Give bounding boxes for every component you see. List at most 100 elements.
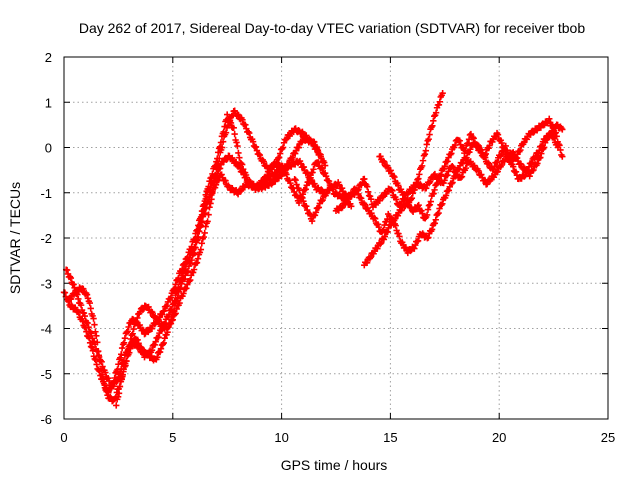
data-point <box>409 190 416 197</box>
data-point <box>319 165 326 173</box>
data-point <box>498 161 505 169</box>
data-point <box>354 187 361 194</box>
data-point <box>118 344 126 352</box>
data-point <box>157 345 165 352</box>
data-point <box>105 377 113 385</box>
data-point <box>393 227 400 234</box>
data-point <box>155 333 162 341</box>
data-point <box>435 209 442 217</box>
data-point <box>341 190 349 197</box>
data-point <box>377 153 384 160</box>
data-point <box>449 162 456 170</box>
data-point <box>481 152 489 159</box>
data-point <box>232 159 240 166</box>
data-point <box>523 136 531 143</box>
data-point <box>446 183 453 191</box>
data-point <box>67 295 75 303</box>
data-point <box>171 302 179 309</box>
data-point <box>418 162 426 170</box>
data-point <box>190 266 198 273</box>
data-point <box>338 184 346 192</box>
data-point <box>266 175 274 183</box>
data-point <box>432 216 439 223</box>
data-point <box>88 330 95 337</box>
data-point <box>198 218 206 226</box>
data-point <box>411 245 418 252</box>
data-point <box>94 347 102 355</box>
data-point <box>423 141 430 148</box>
data-point <box>431 220 439 227</box>
y-axis-label: SDTVAR / TECUs <box>7 182 23 294</box>
data-point <box>412 184 419 191</box>
data-point <box>470 135 477 142</box>
data-point <box>123 328 130 336</box>
data-point <box>194 255 202 262</box>
data-point <box>91 321 98 328</box>
data-point <box>528 159 536 166</box>
data-point <box>168 315 175 323</box>
data-point <box>202 223 209 230</box>
data-point <box>509 163 517 170</box>
series-sat-b <box>62 152 329 390</box>
data-point <box>148 325 156 332</box>
data-point <box>92 328 99 335</box>
data-point <box>126 349 133 356</box>
data-point <box>485 160 493 168</box>
data-point <box>295 199 303 207</box>
data-point <box>222 129 230 136</box>
data-point <box>434 180 441 187</box>
data-point <box>457 174 465 181</box>
data-point <box>348 203 355 210</box>
data-point <box>422 147 430 154</box>
y-tick-label: -2 <box>40 231 52 246</box>
data-point <box>198 240 206 247</box>
data-point <box>97 365 105 373</box>
data-point <box>80 309 88 317</box>
data-point <box>556 142 563 149</box>
data-point <box>192 244 199 251</box>
data-point <box>484 159 492 166</box>
data-point <box>297 160 305 167</box>
grid-lines <box>64 57 608 419</box>
data-point <box>396 233 403 240</box>
data-point <box>381 233 389 240</box>
data-point <box>219 138 227 145</box>
data-point <box>407 247 414 255</box>
data-point <box>513 154 520 162</box>
data-point <box>138 344 145 351</box>
data-point <box>348 191 356 198</box>
data-point <box>70 281 77 288</box>
data-point <box>361 201 369 208</box>
data-point <box>275 154 283 161</box>
data-point <box>441 162 448 170</box>
data-point <box>536 147 543 154</box>
data-point <box>391 173 398 181</box>
data-point <box>428 226 436 233</box>
data-point <box>376 240 384 248</box>
data-point <box>517 160 525 168</box>
data-point <box>425 135 432 143</box>
data-point <box>80 285 87 293</box>
data-point <box>180 290 187 297</box>
data-point <box>148 346 156 354</box>
data-point <box>114 393 122 400</box>
data-point <box>175 288 182 296</box>
data-point <box>550 134 557 141</box>
data-point <box>135 340 142 347</box>
data-point <box>90 315 97 322</box>
data-point <box>166 321 173 328</box>
data-point <box>462 147 469 154</box>
data-point <box>375 223 383 231</box>
data-point <box>432 109 440 116</box>
data-point <box>139 306 147 313</box>
data-point <box>317 153 324 160</box>
data-point <box>445 168 452 175</box>
data-point <box>315 204 323 211</box>
data-point <box>279 144 287 151</box>
data-point <box>102 369 109 376</box>
data-point <box>298 139 305 146</box>
data-point <box>282 136 290 143</box>
data-point <box>253 147 261 154</box>
data-point <box>437 171 445 178</box>
data-point <box>156 348 164 356</box>
